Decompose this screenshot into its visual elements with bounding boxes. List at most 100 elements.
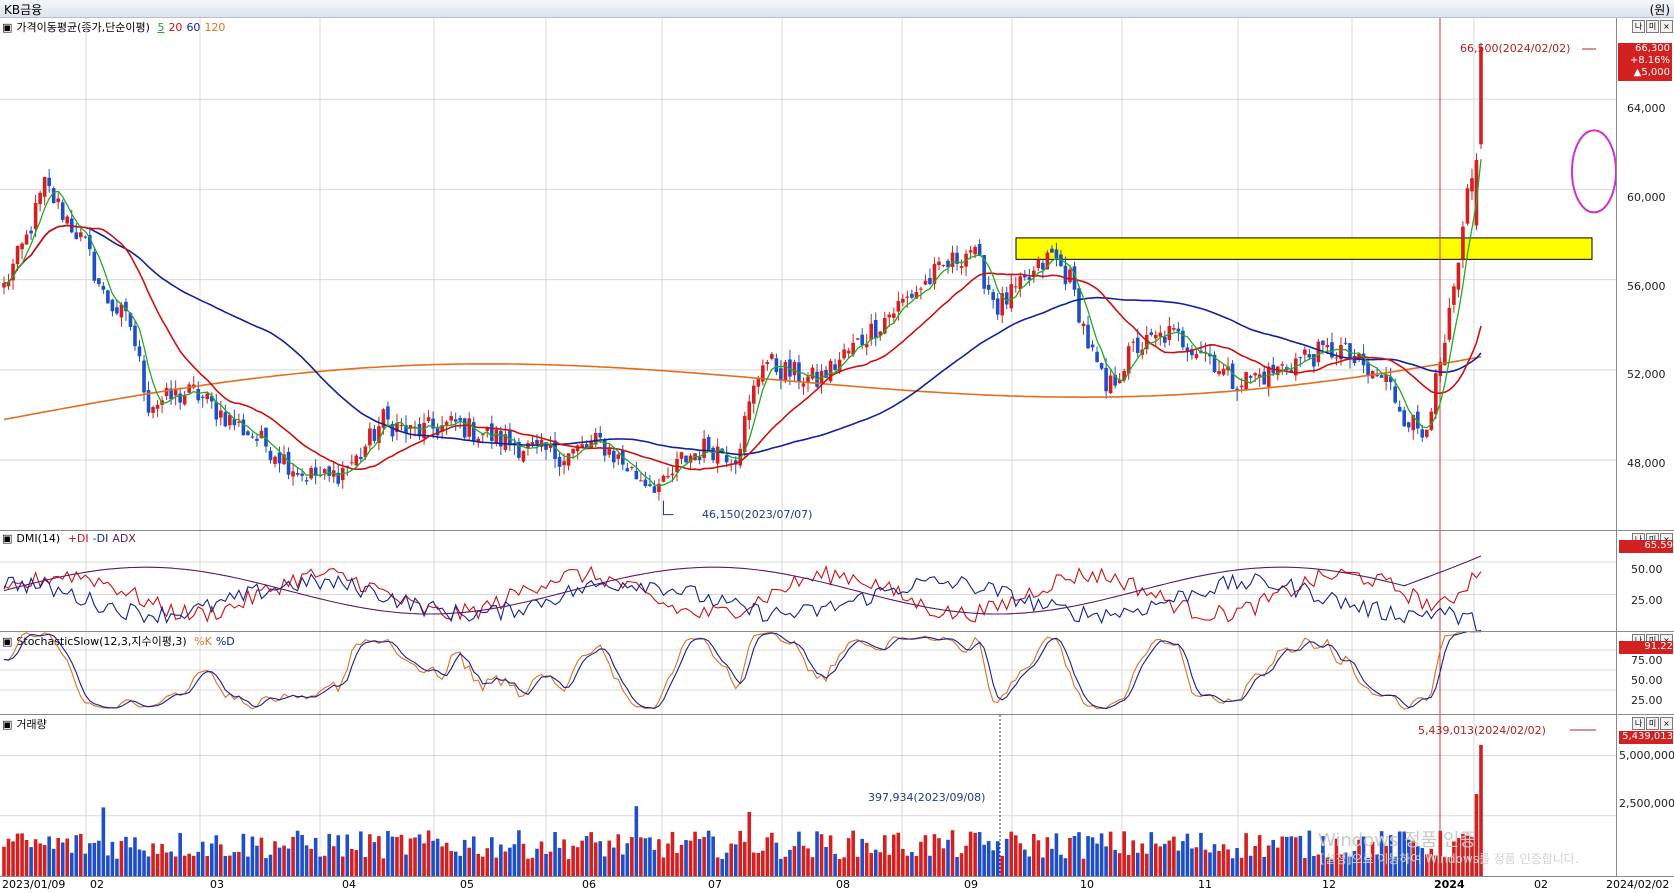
candle-down xyxy=(1388,376,1393,383)
candle-up xyxy=(756,378,761,387)
volume-bar xyxy=(1348,856,1352,876)
ma120-label[interactable]: 120 xyxy=(204,21,226,34)
volume-bar xyxy=(273,841,277,876)
price-panel[interactable]: ▣ 가격이동평균(종가,단순이평) 5 20 60 120 46,150(2023/07… xyxy=(0,18,1616,531)
candle-up xyxy=(408,425,413,430)
volume-bar xyxy=(1045,837,1050,876)
volume-bar xyxy=(1122,831,1126,876)
min-button[interactable]: 나 xyxy=(1632,20,1645,33)
volume-bar xyxy=(1248,855,1253,876)
volume-bar xyxy=(765,837,770,876)
minus-di-line xyxy=(3,573,1482,631)
ma5-label[interactable]: 5 xyxy=(157,21,165,34)
candle-up xyxy=(422,422,426,439)
volume-max-annotation: 5,439,013(2024/02/02) xyxy=(1418,724,1546,737)
candle-down xyxy=(1181,330,1185,348)
candle-up xyxy=(1384,374,1388,382)
volume-panel-label[interactable]: ▣ 거래량 xyxy=(2,716,51,732)
minus-di-label[interactable]: -DI xyxy=(92,532,109,545)
volume-bar xyxy=(553,832,557,876)
volume-bar xyxy=(178,833,182,876)
candle-up xyxy=(1303,349,1307,355)
dmi-chart[interactable] xyxy=(0,531,1616,631)
candle-up xyxy=(377,426,381,444)
volume-bar xyxy=(214,835,219,876)
candle-up xyxy=(842,349,846,359)
volume-bar xyxy=(652,849,657,876)
volume-bar xyxy=(1063,858,1068,876)
stochastic-chart[interactable] xyxy=(0,632,1616,714)
volume-bar xyxy=(1379,831,1384,876)
candle-down xyxy=(557,456,562,467)
volume-bar xyxy=(33,839,38,876)
percent-d-label[interactable]: %D xyxy=(215,635,235,648)
candle-up xyxy=(575,445,580,452)
ma20-line xyxy=(3,224,1482,471)
candle-down xyxy=(60,202,65,220)
close-icon[interactable]: × xyxy=(1660,20,1673,33)
windows-watermark: Windows 정품 인증 xyxy=(1318,830,1477,851)
volume-bar xyxy=(372,842,377,876)
volume-bar xyxy=(435,838,440,876)
candle-up xyxy=(273,456,277,464)
volume-bar xyxy=(575,847,580,876)
volume-bar xyxy=(1104,846,1108,876)
volume-bar xyxy=(1135,852,1140,876)
ma5-line xyxy=(3,159,1482,487)
volume-chart[interactable] xyxy=(0,715,1616,876)
candle-down xyxy=(128,313,133,328)
volume-bar xyxy=(264,858,268,876)
volume-bar xyxy=(1370,841,1375,876)
candle-up xyxy=(6,281,11,287)
candle-down xyxy=(1054,249,1059,259)
volume-bar xyxy=(1438,830,1443,876)
max-button[interactable]: 미 xyxy=(1646,717,1659,730)
ma60-label[interactable]: 60 xyxy=(186,21,201,34)
volume-bar xyxy=(1095,843,1099,876)
stochastic-panel-label[interactable]: ▣ StochasticSlow(12,3,지수이평,3) %K %D xyxy=(2,633,239,649)
candle-up xyxy=(38,192,42,205)
max-button[interactable]: 미 xyxy=(1646,20,1659,33)
volume-bar xyxy=(892,834,896,876)
volume-bar xyxy=(142,850,146,876)
ma20-label[interactable]: 20 xyxy=(168,21,183,34)
dmi-panel-label[interactable]: ▣ DMI(14) +DI -DI ADX xyxy=(2,532,140,545)
candle-up xyxy=(521,451,526,462)
price-panel-label[interactable]: ▣ 가격이동평균(종가,단순이평) 5 20 60 120 xyxy=(2,19,229,35)
candle-up xyxy=(1474,160,1479,226)
dmi-axis: 나미× 65.59 50.00 25.00 xyxy=(1616,531,1674,632)
volume-bar xyxy=(1303,858,1307,876)
percent-k-label[interactable]: %K xyxy=(194,635,212,648)
percent-k-line xyxy=(3,632,1480,710)
volume-bar xyxy=(1203,849,1208,876)
stochastic-ytick: 25.00 xyxy=(1631,694,1663,707)
volume-bar xyxy=(864,842,869,876)
resistance-highlight-box xyxy=(1015,237,1593,260)
price-panel-controls[interactable]: 나 미 × xyxy=(1632,20,1673,33)
candle-down xyxy=(860,334,864,346)
candle-up xyxy=(426,417,431,421)
volume-bar xyxy=(340,856,345,876)
volume-panel-controls[interactable]: 나 미 × xyxy=(1632,717,1673,730)
candle-up xyxy=(1013,286,1018,288)
close-icon[interactable]: × xyxy=(1660,717,1673,730)
volume-bar xyxy=(941,848,946,876)
volume-bar xyxy=(1023,849,1027,876)
volume-panel[interactable]: ▣ 거래량 397,934(2023/09/08) 5,439,013(2024/… xyxy=(0,715,1616,876)
volume-bar xyxy=(950,830,955,876)
volume-bar xyxy=(923,835,928,876)
dmi-panel[interactable]: ▣ DMI(14) +DI -DI ADX xyxy=(0,531,1616,632)
volume-bar xyxy=(255,845,259,876)
adx-label[interactable]: ADX xyxy=(112,532,136,545)
plus-di-label[interactable]: +DI xyxy=(67,532,89,545)
stochastic-panel[interactable]: ▣ StochasticSlow(12,3,지수이평,3) %K %D xyxy=(0,632,1616,715)
volume-bar xyxy=(187,853,191,876)
x-axis-tick-label: 04 xyxy=(342,878,356,891)
x-axis-tick-label: 07 xyxy=(708,878,722,891)
price-chart[interactable] xyxy=(0,18,1616,530)
min-button[interactable]: 나 xyxy=(1632,717,1645,730)
volume-bar xyxy=(670,831,675,876)
volume-bar xyxy=(639,837,643,876)
candle-up xyxy=(1153,334,1158,339)
volume-bar xyxy=(697,838,702,876)
